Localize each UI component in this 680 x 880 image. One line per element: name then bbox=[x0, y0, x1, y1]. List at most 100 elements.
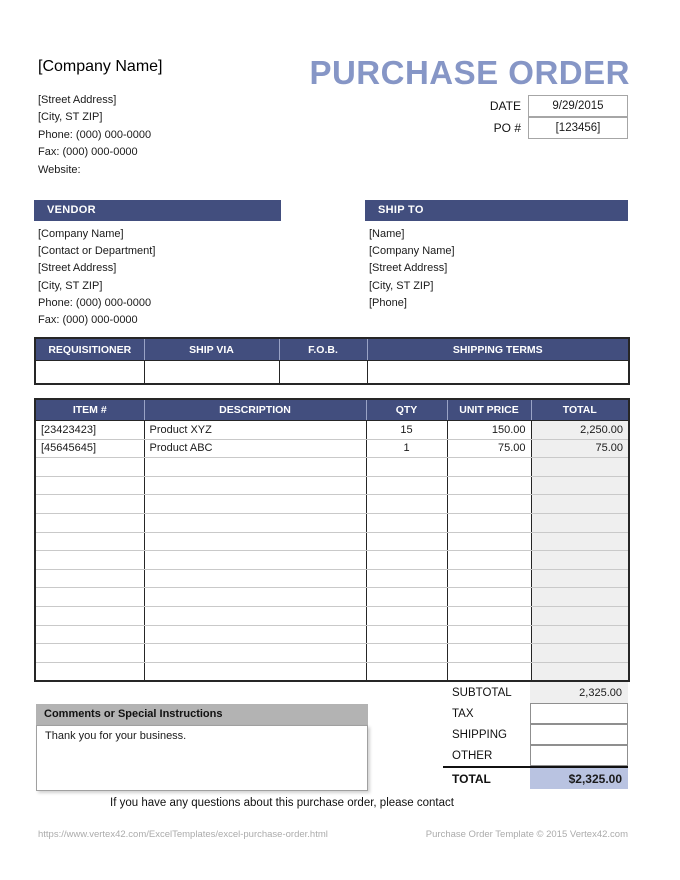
company-address-line: Website: bbox=[38, 163, 81, 176]
totals-value-shipping[interactable] bbox=[530, 723, 628, 745]
item-cell-total[interactable] bbox=[531, 625, 629, 645]
item-cell-price[interactable] bbox=[447, 569, 532, 589]
item-cell-price[interactable]: 75.00 bbox=[447, 439, 532, 459]
item-cell-total[interactable] bbox=[531, 662, 629, 682]
item-cell-desc[interactable] bbox=[144, 513, 367, 533]
item-cell-item[interactable] bbox=[35, 513, 145, 533]
item-cell-qty[interactable] bbox=[366, 476, 448, 496]
item-cell-item[interactable] bbox=[35, 550, 145, 570]
vendor-address-line: [Company Name] bbox=[38, 228, 124, 240]
item-cell-item[interactable] bbox=[35, 494, 145, 514]
order-info-cell-f-o-b[interactable] bbox=[278, 360, 368, 385]
item-cell-price[interactable] bbox=[447, 550, 532, 570]
totals-label-subtotal: SUBTOTAL bbox=[452, 686, 512, 699]
item-cell-total[interactable] bbox=[531, 476, 629, 496]
shipto-address-line: [Name] bbox=[369, 228, 405, 240]
item-cell-qty[interactable] bbox=[366, 662, 448, 682]
item-cell-desc[interactable] bbox=[144, 662, 367, 682]
item-cell-price[interactable]: 150.00 bbox=[447, 420, 532, 440]
item-cell-qty[interactable] bbox=[366, 532, 448, 552]
totals-value-tax[interactable] bbox=[530, 703, 628, 724]
item-cell-qty[interactable] bbox=[366, 513, 448, 533]
totals-value-other[interactable] bbox=[530, 744, 628, 766]
totals-label-other: OTHER bbox=[452, 749, 493, 762]
item-cell-item[interactable] bbox=[35, 587, 145, 607]
item-cell-desc[interactable] bbox=[144, 625, 367, 645]
item-cell-price[interactable] bbox=[447, 625, 532, 645]
totals-row-tax: TAX bbox=[443, 703, 628, 724]
item-cell-price[interactable] bbox=[447, 606, 532, 626]
item-cell-total[interactable]: 2,250.00 bbox=[531, 420, 629, 440]
order-info-cell-shipping-terms[interactable] bbox=[366, 360, 630, 385]
item-cell-item[interactable] bbox=[35, 606, 145, 626]
item-cell-desc[interactable] bbox=[144, 550, 367, 570]
order-info-cell-ship-via[interactable] bbox=[143, 360, 280, 385]
empty-item-row bbox=[35, 569, 629, 589]
item-cell-total[interactable] bbox=[531, 569, 629, 589]
item-cell-qty[interactable]: 15 bbox=[366, 420, 448, 440]
company-address-line: [Street Address] bbox=[38, 94, 117, 106]
item-cell-qty[interactable] bbox=[366, 606, 448, 626]
item-cell-price[interactable] bbox=[447, 494, 532, 514]
order-info-header-requisitioner: REQUISITIONER bbox=[35, 338, 145, 361]
item-cell-qty[interactable] bbox=[366, 569, 448, 589]
item-cell-total[interactable] bbox=[531, 643, 629, 663]
item-cell-desc[interactable] bbox=[144, 494, 367, 514]
item-cell-item[interactable] bbox=[35, 643, 145, 663]
item-cell-qty[interactable] bbox=[366, 550, 448, 570]
item-cell-item[interactable] bbox=[35, 457, 145, 477]
item-cell-price[interactable] bbox=[447, 532, 532, 552]
item-cell-total[interactable] bbox=[531, 587, 629, 607]
comments-field[interactable]: Thank you for your business. bbox=[36, 725, 368, 791]
company-address-line: [City, ST ZIP] bbox=[38, 111, 103, 124]
item-cell-desc[interactable] bbox=[144, 532, 367, 552]
item-cell-total[interactable] bbox=[531, 550, 629, 570]
item-cell-desc[interactable] bbox=[144, 643, 367, 663]
contact-note: If you have any questions about this pur… bbox=[110, 797, 454, 809]
totals-rows: SUBTOTAL 2,325.00 TAX SHIPPING OTHER bbox=[443, 682, 628, 766]
item-cell-total[interactable] bbox=[531, 494, 629, 514]
item-cell-total[interactable] bbox=[531, 606, 629, 626]
po-number-field[interactable]: [123456] bbox=[528, 116, 628, 139]
company-name: [Company Name] bbox=[38, 58, 163, 75]
order-meta: DATE 9/29/2015 PO # [123456] bbox=[430, 95, 628, 139]
item-cell-qty[interactable] bbox=[366, 494, 448, 514]
item-cell-desc[interactable] bbox=[144, 457, 367, 477]
item-cell-qty[interactable] bbox=[366, 457, 448, 477]
item-cell-item[interactable] bbox=[35, 625, 145, 645]
item-cell-price[interactable] bbox=[447, 587, 532, 607]
po-number-row: PO # [123456] bbox=[430, 116, 628, 139]
items-body: [23423423] Product XYZ 15 150.00 2,250.00 [45… bbox=[35, 420, 629, 682]
item-cell-item[interactable] bbox=[35, 532, 145, 552]
item-cell-item[interactable]: [23423423] bbox=[35, 420, 145, 440]
item-cell-price[interactable] bbox=[447, 662, 532, 682]
item-cell-qty[interactable] bbox=[366, 625, 448, 645]
item-cell-price[interactable] bbox=[447, 457, 532, 477]
order-info-header-shipping-terms: SHIPPING TERMS bbox=[367, 338, 629, 361]
item-cell-desc[interactable] bbox=[144, 569, 367, 589]
footer-url-link[interactable]: https://www.vertex42.com/ExcelTemplates/… bbox=[38, 829, 328, 840]
item-cell-qty[interactable]: 1 bbox=[366, 439, 448, 459]
item-cell-price[interactable] bbox=[447, 643, 532, 663]
item-cell-total[interactable] bbox=[531, 532, 629, 552]
item-cell-total[interactable]: 75.00 bbox=[531, 439, 629, 459]
item-cell-total[interactable] bbox=[531, 457, 629, 477]
item-cell-price[interactable] bbox=[447, 513, 532, 533]
item-cell-desc[interactable] bbox=[144, 587, 367, 607]
item-cell-item[interactable]: [45645645] bbox=[35, 439, 145, 459]
item-cell-total[interactable] bbox=[531, 513, 629, 533]
item-cell-desc[interactable]: Product ABC bbox=[144, 439, 367, 459]
date-field[interactable]: 9/29/2015 bbox=[528, 95, 628, 117]
item-cell-desc[interactable]: Product XYZ bbox=[144, 420, 367, 440]
company-address-line: Fax: (000) 000-0000 bbox=[38, 146, 138, 159]
item-cell-item[interactable] bbox=[35, 476, 145, 496]
item-cell-price[interactable] bbox=[447, 476, 532, 496]
item-cell-item[interactable] bbox=[35, 569, 145, 589]
order-info-cell-requisitioner[interactable] bbox=[34, 360, 145, 385]
item-cell-qty[interactable] bbox=[366, 643, 448, 663]
shipto-address-line: [Street Address] bbox=[369, 262, 448, 275]
item-cell-desc[interactable] bbox=[144, 476, 367, 496]
item-cell-item[interactable] bbox=[35, 662, 145, 682]
item-cell-desc[interactable] bbox=[144, 606, 367, 626]
item-cell-qty[interactable] bbox=[366, 587, 448, 607]
